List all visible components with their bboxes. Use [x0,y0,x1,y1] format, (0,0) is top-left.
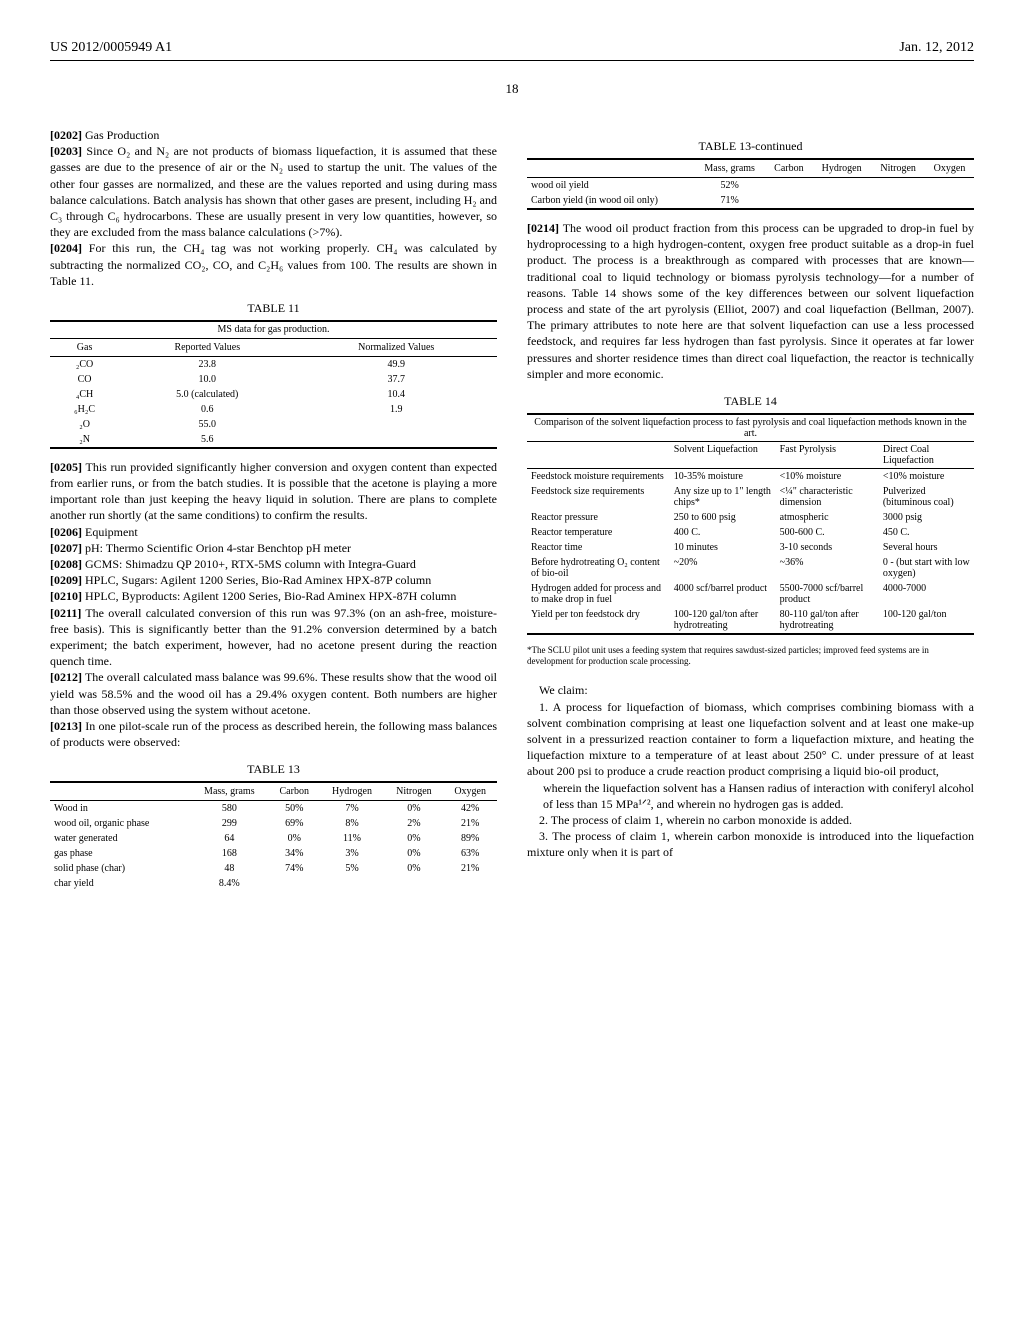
table-row: Hydrogen added for process and to make d… [527,581,974,607]
left-column: [0202] Gas Production [0203] Since O₂ an… [50,127,497,901]
table-row: ₄CH5.0 (calculated)10.4 [50,387,497,402]
claim-1: 1. A process for liquefaction of biomass… [527,699,974,780]
claim-1-sub: wherein the liquefaction solvent has a H… [543,780,974,812]
table-row: ₂CO23.849.9 [50,356,497,372]
para-0202: [0202] Gas Production [50,127,497,143]
publication-date: Jan. 12, 2012 [899,40,974,56]
para-0205: [0205] This run provided significantly h… [50,459,497,524]
table13c-title: TABLE 13-continued [527,139,974,154]
t11-h2: Normalized Values [295,338,497,356]
table14-title: TABLE 14 [527,394,974,409]
table11-title: TABLE 11 [50,301,497,316]
para-0203: [0203] Since O₂ and N₂ are not products … [50,143,497,240]
para-0209: [0209] HPLC, Sugars: Agilent 1200 Series… [50,572,497,588]
table-row: Carbon yield (in wood oil only)71% [527,193,974,209]
t11-h1: Reported Values [119,338,295,356]
claim-3: 3. The process of claim 1, wherein carbo… [527,828,974,860]
table-row: solid phase (char)4874%5%0%21% [50,861,497,876]
content-columns: [0202] Gas Production [0203] Since O₂ an… [50,127,974,901]
right-column: TABLE 13-continued Mass, grams Carbon Hy… [527,127,974,901]
table14: Comparison of the solvent liquefaction p… [527,413,974,635]
table-row: ₆H₂C0.61.9 [50,402,497,417]
claim-2: 2. The process of claim 1, wherein no ca… [527,812,974,828]
table-row: Reactor pressure250 to 600 psigatmospher… [527,510,974,525]
table-row: Feedstock moisture requirements10-35% mo… [527,468,974,484]
table-row: water generated640%11%0%89% [50,831,497,846]
table-row: Feedstock size requirementsAny size up t… [527,484,974,510]
table14-footnote: *The SCLU pilot unit uses a feeding syst… [527,645,974,667]
table-row: char yield8.4% [50,876,497,891]
table-row: Yield per ton feedstock dry100-120 gal/t… [527,607,974,634]
publication-number: US 2012/0005949 A1 [50,40,172,56]
para-0207: [0207] pH: Thermo Scientific Orion 4-sta… [50,540,497,556]
para-0211: [0211] The overall calculated conversion… [50,605,497,670]
table-row: ₂N5.6 [50,432,497,448]
para-0208: [0208] GCMS: Shimadzu QP 2010+, RTX-5MS … [50,556,497,572]
page-header: US 2012/0005949 A1 Jan. 12, 2012 [50,40,974,61]
para-0213: [0213] In one pilot-scale run of the pro… [50,718,497,750]
table-row: Reactor temperature400 C.500-600 C.450 C… [527,525,974,540]
para-0210: [0210] HPLC, Byproducts: Agilent 1200 Se… [50,588,497,604]
para-0212: [0212] The overall calculated mass balan… [50,669,497,718]
table-row: wood oil, organic phase29969%8%2%21% [50,816,497,831]
para-0206: [0206] Equipment [50,524,497,540]
para-0214: [0214] The wood oil product fraction fro… [527,220,974,382]
table-row: Reactor time10 minutes3-10 secondsSevera… [527,540,974,555]
table11: MS data for gas production. Gas Reported… [50,320,497,449]
table-row: Before hydrotreating O₂ content of bio-o… [527,555,974,581]
table-row: gas phase16834%3%0%63% [50,846,497,861]
table-row: Wood in58050%7%0%42% [50,801,497,817]
claims-intro: We claim: [527,682,974,698]
table13-title: TABLE 13 [50,762,497,777]
page-number: 18 [50,81,974,97]
table13: Mass, grams Carbon Hydrogen Nitrogen Oxy… [50,781,497,891]
table-row: ₂O55.0 [50,417,497,432]
table-row: wood oil yield52% [527,178,974,194]
table-row: CO10.037.7 [50,372,497,387]
para-0204: [0204] For this run, the CH₄ tag was not… [50,240,497,289]
t11-h0: Gas [50,338,119,356]
table13-continued: Mass, grams Carbon Hydrogen Nitrogen Oxy… [527,158,974,210]
